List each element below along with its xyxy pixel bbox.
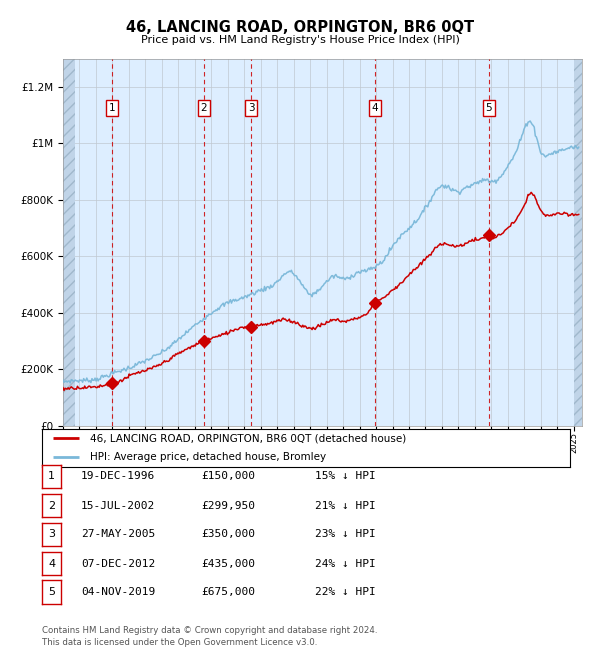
- Text: 2: 2: [48, 500, 55, 511]
- Text: 3: 3: [48, 529, 55, 539]
- Text: 15% ↓ HPI: 15% ↓ HPI: [315, 471, 376, 482]
- Text: 5: 5: [48, 587, 55, 597]
- Text: 04-NOV-2019: 04-NOV-2019: [81, 587, 155, 597]
- Text: 4: 4: [371, 103, 378, 113]
- Bar: [574, 58, 582, 426]
- Text: 46, LANCING ROAD, ORPINGTON, BR6 0QT: 46, LANCING ROAD, ORPINGTON, BR6 0QT: [126, 20, 474, 34]
- Text: HPI: Average price, detached house, Bromley: HPI: Average price, detached house, Brom…: [89, 452, 326, 462]
- Text: 1: 1: [48, 471, 55, 482]
- Text: 46, LANCING ROAD, ORPINGTON, BR6 0QT (detached house): 46, LANCING ROAD, ORPINGTON, BR6 0QT (de…: [89, 434, 406, 443]
- Text: Contains HM Land Registry data © Crown copyright and database right 2024.
This d: Contains HM Land Registry data © Crown c…: [42, 626, 377, 647]
- Text: £299,950: £299,950: [201, 500, 255, 511]
- Text: £435,000: £435,000: [201, 558, 255, 569]
- Bar: [63, 58, 76, 426]
- Text: 22% ↓ HPI: 22% ↓ HPI: [315, 587, 376, 597]
- Text: 19-DEC-1996: 19-DEC-1996: [81, 471, 155, 482]
- Text: Price paid vs. HM Land Registry's House Price Index (HPI): Price paid vs. HM Land Registry's House …: [140, 35, 460, 45]
- Text: 15-JUL-2002: 15-JUL-2002: [81, 500, 155, 511]
- Text: £350,000: £350,000: [201, 529, 255, 539]
- Text: 1: 1: [109, 103, 115, 113]
- Text: 27-MAY-2005: 27-MAY-2005: [81, 529, 155, 539]
- Text: 4: 4: [48, 558, 55, 569]
- Text: 2: 2: [200, 103, 207, 113]
- Text: 21% ↓ HPI: 21% ↓ HPI: [315, 500, 376, 511]
- Text: 23% ↓ HPI: 23% ↓ HPI: [315, 529, 376, 539]
- Text: 24% ↓ HPI: 24% ↓ HPI: [315, 558, 376, 569]
- Text: £675,000: £675,000: [201, 587, 255, 597]
- Text: 5: 5: [485, 103, 492, 113]
- Text: £150,000: £150,000: [201, 471, 255, 482]
- Text: 07-DEC-2012: 07-DEC-2012: [81, 558, 155, 569]
- Text: 3: 3: [248, 103, 254, 113]
